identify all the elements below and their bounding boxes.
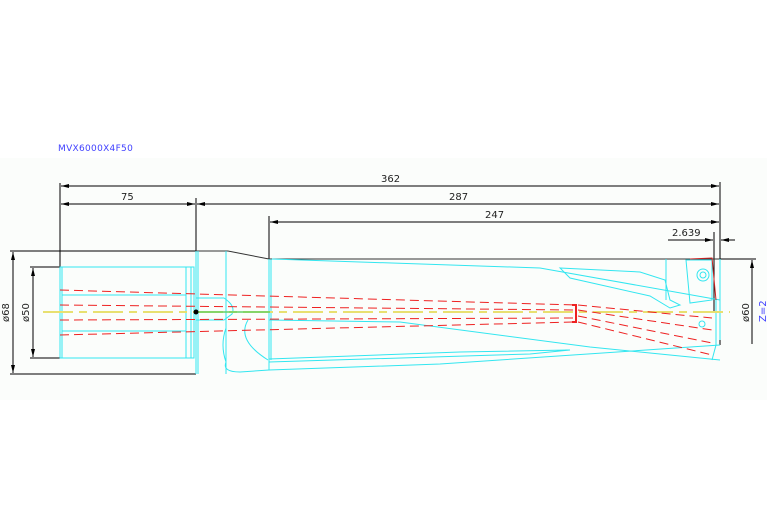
dim-text-362: 362 xyxy=(381,174,400,185)
dim-text-68: ø68 xyxy=(1,303,12,322)
body-outline xyxy=(196,250,720,260)
drawing-area xyxy=(0,158,767,400)
flute-count-label: Z=2 xyxy=(758,300,767,322)
coolant-holes xyxy=(59,257,717,356)
datum-point xyxy=(193,309,199,315)
dim-text-287: 287 xyxy=(449,192,468,203)
dim-text-60: ø60 xyxy=(741,303,752,322)
dim-text-75: 75 xyxy=(121,192,134,203)
dim-text-247: 247 xyxy=(485,210,504,221)
drawing-title: MVX6000X4F50 xyxy=(58,144,134,154)
dim-text-50: ø50 xyxy=(21,303,32,322)
dim-text-2639: 2.639 xyxy=(672,228,701,239)
